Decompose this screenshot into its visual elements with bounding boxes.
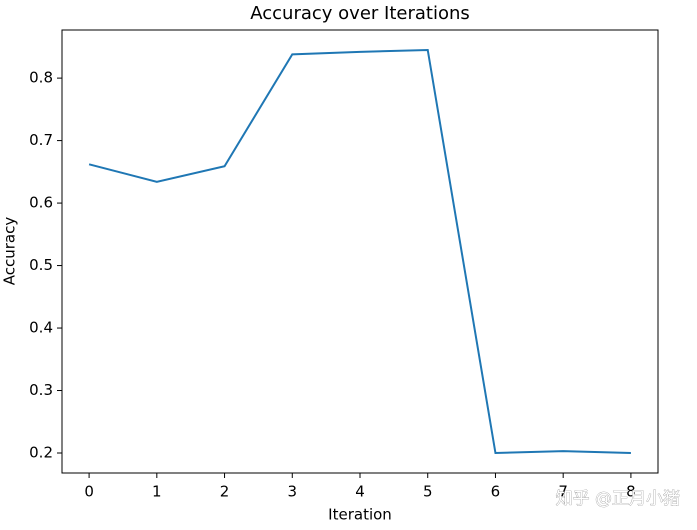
y-tick-label: 0.2: [29, 444, 53, 462]
x-tick-label: 2: [220, 483, 230, 501]
x-tick-label: 0: [84, 483, 94, 501]
x-tick-label: 3: [287, 483, 297, 501]
y-tick-label: 0.5: [29, 256, 53, 274]
x-tick-label: 5: [423, 483, 433, 501]
y-axis-label: Accuracy: [1, 217, 19, 286]
line: [88, 48, 631, 455]
y-tick-label: 0.3: [29, 381, 53, 399]
watermark: 知乎 @正月小猪: [556, 489, 680, 509]
y-tick-label: 0.6: [29, 194, 53, 212]
x-tick-label: 1: [152, 483, 162, 501]
y-tick-label: 0.8: [29, 69, 53, 87]
x-axis-label: Iteration: [328, 506, 392, 524]
x-tick-label: 4: [355, 483, 365, 501]
x-tick-label: 8: [626, 483, 636, 501]
chart-title: Accuracy over Iterations: [250, 3, 470, 24]
x-tick-label: 6: [491, 483, 501, 501]
x-tick-label: 7: [558, 483, 568, 501]
y-tick-label: 0.4: [29, 319, 53, 337]
plot-frame: [61, 29, 659, 474]
y-tick-label: 0.7: [29, 131, 53, 149]
